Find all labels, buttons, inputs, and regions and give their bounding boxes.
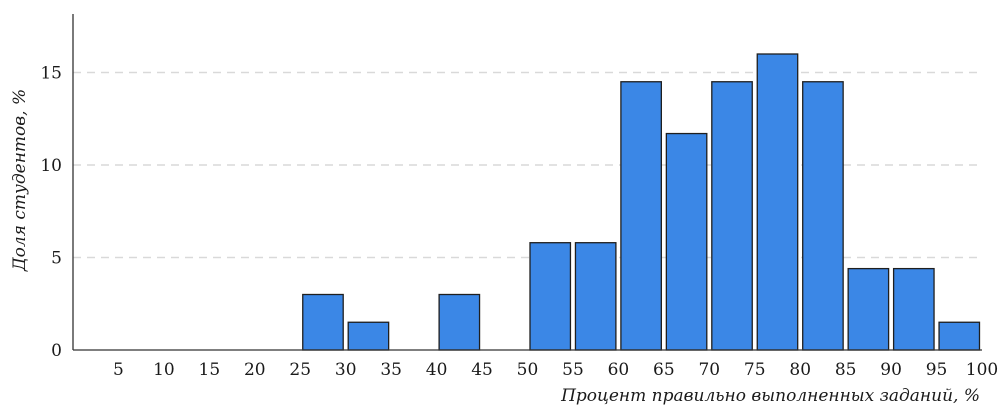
x-tick-label: 35 bbox=[380, 360, 402, 380]
histogram-bar bbox=[665, 132, 708, 351]
x-tick-label: 65 bbox=[653, 360, 675, 380]
y-tick-label: 15 bbox=[40, 64, 62, 84]
x-tick-label: 55 bbox=[562, 360, 584, 380]
x-tick-label: 10 bbox=[153, 360, 175, 380]
histogram-bar bbox=[620, 81, 663, 351]
x-tick-label: 75 bbox=[744, 360, 766, 380]
histogram-bar bbox=[711, 81, 753, 351]
histogram-bar bbox=[574, 242, 617, 351]
histogram-bar bbox=[529, 242, 572, 351]
x-tick-label: 70 bbox=[698, 360, 720, 380]
x-tick-label: 5 bbox=[113, 360, 124, 380]
x-tick-label: 20 bbox=[244, 360, 266, 380]
y-tick-label: 0 bbox=[51, 341, 62, 361]
x-tick-labels: 5 10 15 20 25 30 35 40 45 50 55 60 65 70 75 80 85 90 95 100 bbox=[113, 360, 998, 380]
x-tick-label: 30 bbox=[335, 360, 357, 380]
x-tick-label: 90 bbox=[880, 360, 902, 380]
histogram-bar bbox=[892, 267, 935, 351]
x-tick-label: 95 bbox=[926, 360, 948, 380]
x-tick-label: 100 bbox=[966, 360, 998, 380]
axes bbox=[72, 14, 982, 351]
histogram-bar bbox=[802, 81, 844, 351]
y-axis-title: Доля студентов, % bbox=[10, 89, 30, 272]
histogram-bar bbox=[938, 321, 981, 351]
histogram-bar bbox=[347, 321, 390, 351]
x-tick-label: 85 bbox=[835, 360, 857, 380]
histogram-bar bbox=[756, 53, 799, 351]
x-tick-label: 25 bbox=[289, 360, 311, 380]
x-tick-label: 15 bbox=[199, 360, 221, 380]
histogram-bar bbox=[302, 293, 344, 351]
y-tick-labels: 0 5 10 15 bbox=[40, 64, 62, 362]
x-axis-title: Процент правильно выполненных заданий, % bbox=[560, 386, 980, 406]
x-tick-label: 50 bbox=[517, 360, 539, 380]
histogram-bar bbox=[438, 293, 481, 351]
gridlines bbox=[73, 71, 982, 259]
histogram-bar bbox=[847, 267, 890, 351]
y-tick-label: 10 bbox=[40, 156, 62, 176]
x-tick-label: 80 bbox=[789, 360, 811, 380]
x-tick-label: 45 bbox=[471, 360, 493, 380]
bars bbox=[302, 53, 981, 351]
y-tick-label: 5 bbox=[51, 249, 62, 269]
x-tick-label: 40 bbox=[426, 360, 448, 380]
x-tick-label: 60 bbox=[608, 360, 630, 380]
